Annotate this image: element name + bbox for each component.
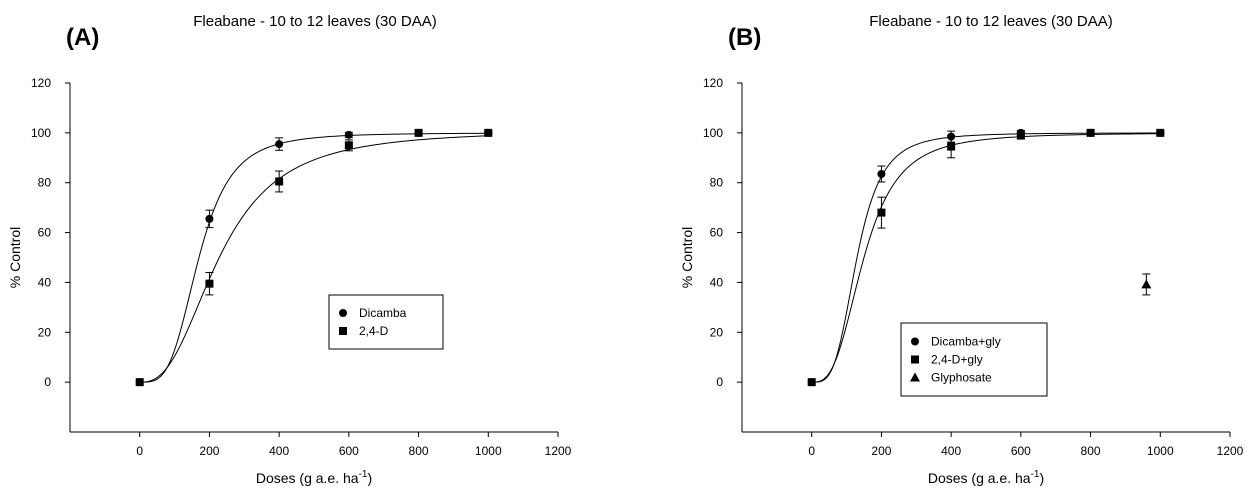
legend-marker-square [339,327,347,335]
data-point-square [484,128,493,137]
y-axis-title: % Control [679,227,695,288]
legend-marker-circle [911,337,919,346]
panel-b: (B) Fleabane - 10 to 12 leaves (30 DAA) 0 2… [672,0,1249,493]
x-axis-title-sup: -1 [1031,469,1040,480]
series-square [807,128,1165,387]
legend-label: Dicamba+gly [931,335,1001,349]
panel-label: (A) [66,24,99,51]
y-tick-label: 100 [31,126,51,140]
x-tick-label: 0 [136,444,143,458]
data-point-square [1016,131,1025,140]
legend-marker-circle [339,309,347,317]
legend-box [328,294,444,350]
legend: Dicamba 2,4-D [328,294,444,350]
legend-label: 2,4-D [359,324,389,338]
fit-curve [811,132,1164,383]
chart-a: (A) Fleabane - 10 to 12 leaves (30 DAA) 0 2… [7,13,572,486]
x-tick-label: 800 [409,444,429,458]
y-tick-label: 120 [31,76,51,90]
fit-curve [811,133,1164,383]
y-tick-label: 80 [710,176,724,190]
data-point-square [344,141,353,150]
y-tick-label: 80 [38,176,52,190]
x-axis-title: Doses (g a.e. ha-1) [928,469,1044,486]
legend-box [900,322,1048,397]
x-axis-title-end: ) [367,470,372,486]
x-tick-label: 1000 [475,444,502,458]
chart-title: Fleabane - 10 to 12 leaves (30 DAA) [869,13,1112,30]
y-tick-label: 60 [710,226,724,240]
series-square [135,128,493,387]
y-axis-title: % Control [7,227,23,288]
x-tick-label: 600 [1011,444,1031,458]
x-tick-label: 0 [808,444,815,458]
data-point-square [275,177,284,186]
data-point-circle [877,169,886,178]
y-tick-label: 100 [703,126,723,140]
x-axis-title-main: Doses (g a.e. ha [256,470,359,486]
x-axis-title: Doses (g a.e. ha-1) [256,469,372,486]
x-tick-label: 1200 [1217,444,1244,458]
data-point-square [414,128,423,137]
y-tick-label: 0 [44,375,51,389]
legend-marker-square [911,355,919,364]
panel-label: (B) [728,24,761,51]
data-point-square [135,378,144,387]
data-point-square [205,279,214,288]
x-tick-label: 400 [269,444,289,458]
x-tick-label: 1000 [1147,444,1174,458]
legend-label: Dicamba [359,306,407,320]
legend-label: Glyphosate [931,371,992,385]
y-tick-label: 0 [716,375,723,389]
chart-title: Fleabane - 10 to 12 leaves (30 DAA) [193,13,436,30]
data-point-circle [275,140,284,149]
data-point-triangle [1141,279,1152,289]
x-tick-label: 200 [871,444,891,458]
y-tick-label: 40 [38,275,52,289]
data-point-circle [205,214,214,223]
data-point-square [1086,128,1095,137]
y-tick-label: 20 [710,325,724,339]
x-tick-label: 800 [1081,444,1101,458]
data-point-square [947,142,956,151]
y-tick-label: 20 [38,325,52,339]
y-tick-label: 60 [38,226,52,240]
x-axis-title-sup: -1 [359,469,368,480]
x-tick-label: 600 [339,444,359,458]
x-axis-title-end: ) [1039,470,1044,486]
x-tick-label: 200 [199,444,219,458]
legend-marker-triangle [910,372,920,382]
data-point-square [1156,128,1165,137]
fit-curve [139,135,492,383]
fit-curve [139,132,492,383]
chart-b: (B) Fleabane - 10 to 12 leaves (30 DAA) 0 2… [679,13,1244,486]
y-tick-label: 120 [703,76,723,90]
data-point-square [877,208,886,217]
x-axis-title-main: Doses (g a.e. ha [928,470,1031,486]
x-tick-label: 400 [941,444,961,458]
data-point-square [807,378,816,387]
y-tick-label: 40 [710,275,724,289]
panel-a: (A) Fleabane - 10 to 12 leaves (30 DAA) 0 2… [0,0,624,493]
data-point-circle [344,130,353,139]
legend-label: 2,4-D+gly [931,353,983,367]
x-tick-label: 1200 [545,444,572,458]
legend: Dicamba+gly 2,4-D+gly Glyphosate [900,322,1048,397]
series-triangle [1141,273,1152,296]
